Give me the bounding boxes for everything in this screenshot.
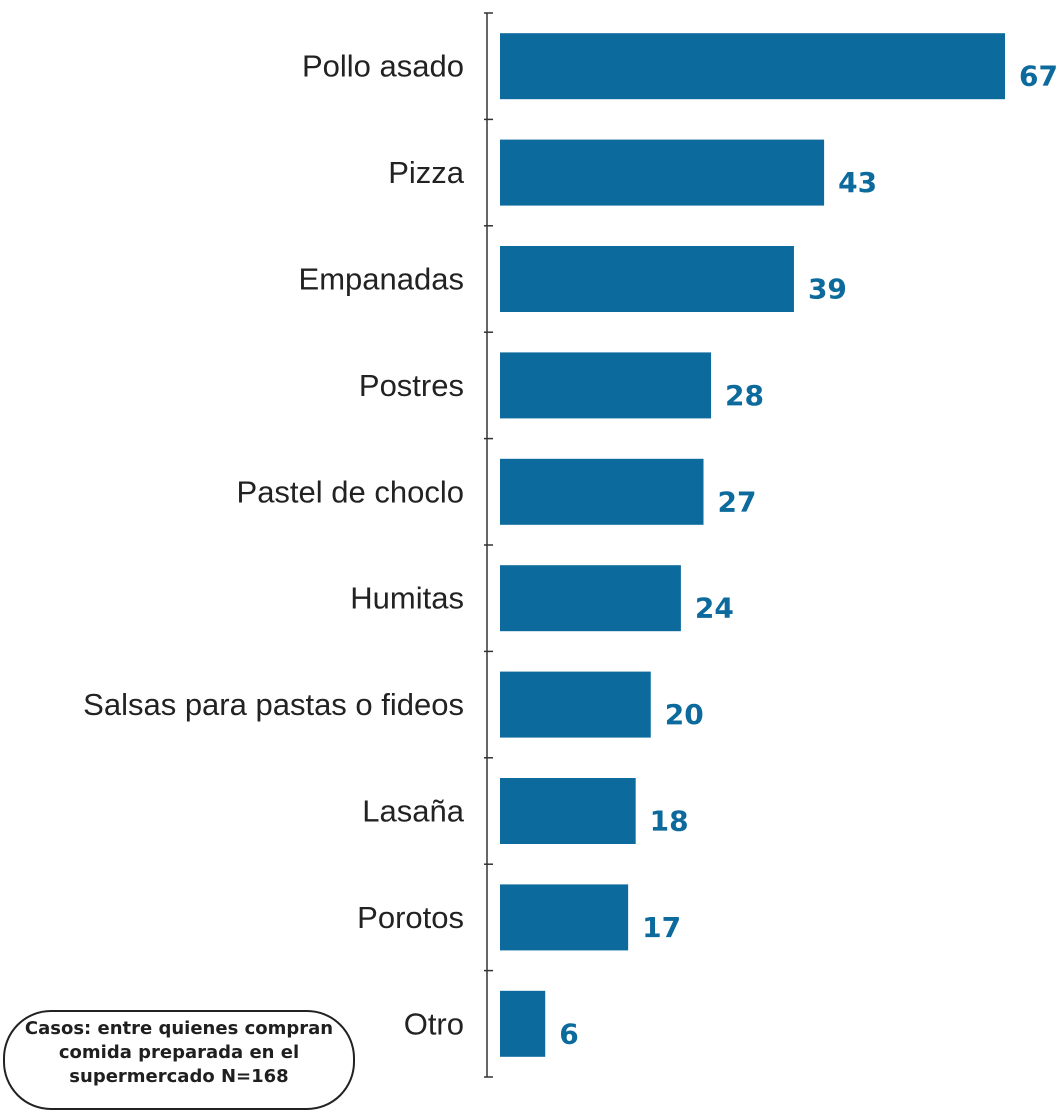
bar: [500, 671, 651, 738]
category-label: Empanadas: [299, 262, 464, 297]
value-label: 67: [1019, 60, 1058, 93]
bar: [500, 884, 629, 951]
value-label: 18: [650, 805, 689, 838]
bar: [500, 565, 681, 632]
sample-note-line-3: supermercado N=168: [69, 1066, 289, 1087]
value-label: 6: [559, 1017, 578, 1050]
bar-chart: Pollo asado 67 Pizza 43 Empanadas 39 Postres 28…: [83, 12, 1058, 1078]
bar: [500, 352, 712, 419]
category-label: Lasaña: [362, 794, 464, 829]
sample-note-line-1: Casos: entre quienes compran: [24, 1018, 334, 1039]
category-label: Salsas para pastas o fideos: [83, 687, 464, 722]
category-label: Pastel de choclo: [237, 474, 464, 509]
value-label: 39: [808, 273, 847, 306]
category-label: Otro: [404, 1006, 464, 1041]
sample-note: Casos: entre quienes compran comida prep…: [3, 1010, 355, 1110]
sample-note-line-2: comida preparada en el: [58, 1042, 300, 1063]
value-label: 28: [725, 379, 764, 412]
category-label: Pollo asado: [302, 49, 464, 84]
bar: [500, 246, 794, 312]
category-label: Humitas: [350, 581, 464, 616]
bar: [500, 458, 704, 525]
value-label: 27: [718, 485, 757, 518]
category-label: Pizza: [388, 155, 465, 190]
bar: [500, 139, 825, 206]
value-label: 24: [695, 592, 734, 625]
value-label: 17: [642, 911, 681, 944]
category-label: Porotos: [357, 900, 464, 935]
bar: [500, 778, 636, 844]
category-label: Postres: [359, 368, 464, 403]
value-label: 43: [838, 166, 877, 199]
bar: [500, 33, 1005, 100]
bar: [500, 990, 546, 1057]
value-label: 20: [665, 698, 704, 731]
chart-stage: Pollo asado 67 Pizza 43 Empanadas 39 Postres 28…: [3, 12, 1058, 1110]
